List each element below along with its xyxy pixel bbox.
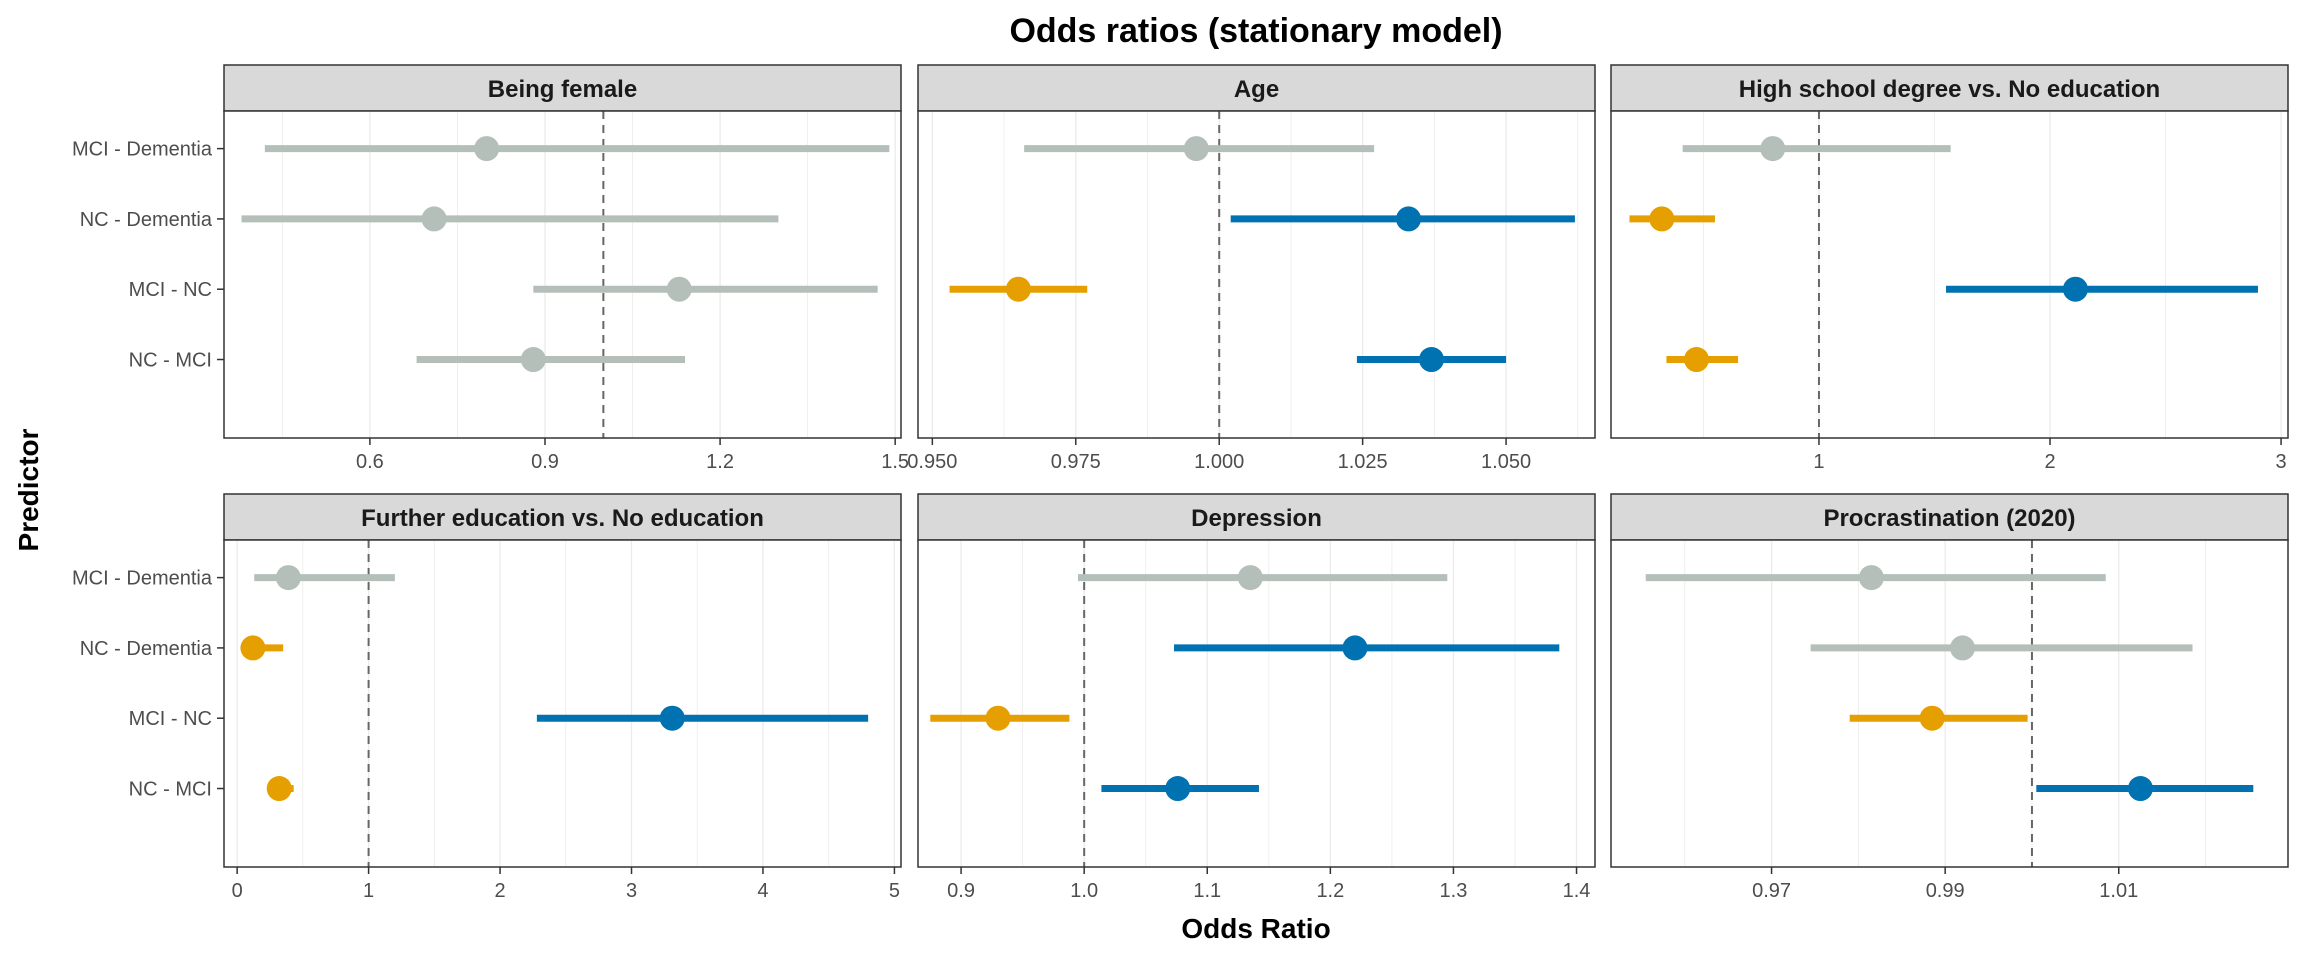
point-estimate: [474, 136, 500, 162]
panel: Being female 0.6 0.9 1.2 1.5 MCI - Dementia NC…: [72, 64, 909, 473]
point-estimate: [1683, 347, 1709, 373]
y-tick-label: NC - MCI: [129, 779, 212, 801]
y-tick-label: NC - MCI: [129, 350, 212, 372]
point-estimate: [275, 565, 301, 591]
panel-border: [223, 539, 902, 868]
point-estimate: [666, 276, 692, 302]
panel-strip: [1610, 493, 2289, 541]
point-estimate: [1237, 565, 1263, 591]
panel-strip-label: Further education vs. No education: [361, 505, 764, 532]
x-tick-label: 0.6: [356, 451, 384, 473]
x-tick-label: 1.4: [1563, 880, 1591, 902]
x-tick-label: 1.025: [1338, 451, 1388, 473]
panel-strip: [1610, 64, 2289, 112]
panel-border: [917, 110, 1596, 439]
point-estimate: [1418, 347, 1444, 373]
x-tick-label: 1: [363, 880, 374, 902]
x-tick-label: 4: [757, 880, 768, 902]
panel-border: [917, 539, 1596, 868]
y-axis-title: Predictor: [13, 428, 44, 551]
panel-background: [918, 111, 1595, 438]
x-tick-label: 1: [1813, 451, 1824, 473]
x-tick-label: 1.0: [1070, 880, 1098, 902]
x-tick-label: 0.9: [947, 880, 975, 902]
x-tick-label: 0.97: [1752, 880, 1791, 902]
panel-background: [224, 111, 901, 438]
panel: Procrastination (2020) 0.97 0.99 1.01: [1610, 493, 2289, 902]
point-estimate: [1342, 635, 1368, 661]
point-estimate: [659, 705, 685, 731]
x-tick-label: 0.99: [1926, 880, 1965, 902]
panel-strip: [223, 493, 902, 541]
point-estimate: [421, 206, 447, 232]
panel-background: [918, 540, 1595, 867]
point-estimate: [1760, 136, 1786, 162]
point-estimate: [1183, 136, 1209, 162]
x-tick-label: 0.950: [907, 451, 957, 473]
point-estimate: [1396, 206, 1422, 232]
x-tick-label: 1.01: [2099, 880, 2138, 902]
x-tick-label: 0.975: [1051, 451, 1101, 473]
y-tick-label: NC - Dementia: [80, 209, 213, 231]
panel-strip: [917, 493, 1596, 541]
chart-title: Odds ratios (stationary model): [1009, 12, 1502, 50]
point-estimate: [1858, 565, 1884, 591]
point-estimate: [1005, 276, 1031, 302]
x-tick-label: 0.9: [531, 451, 559, 473]
panel-strip: [223, 64, 902, 112]
x-tick-label: 3: [626, 880, 637, 902]
point-estimate: [1950, 635, 1976, 661]
point-estimate: [1165, 776, 1191, 802]
point-estimate: [1919, 705, 1945, 731]
y-tick-label: MCI - Dementia: [72, 568, 213, 590]
panel-border: [1610, 539, 2289, 868]
x-tick-label: 2: [494, 880, 505, 902]
panel-strip-label: High school degree vs. No education: [1739, 76, 2160, 103]
panel-background: [224, 540, 901, 867]
x-tick-label: 1.1: [1193, 880, 1221, 902]
point-estimate: [1649, 206, 1675, 232]
x-tick-label: 1.2: [1316, 880, 1344, 902]
panels-layer: Being female 0.6 0.9 1.2 1.5 MCI - Dementia NC…: [72, 64, 2289, 902]
x-tick-label: 5: [889, 880, 900, 902]
panel-background: [1611, 111, 2288, 438]
panel-background: [1611, 540, 2288, 867]
y-tick-label: MCI - NC: [129, 708, 212, 730]
x-tick-label: 1.5: [881, 451, 909, 473]
x-tick-label: 1.000: [1194, 451, 1244, 473]
y-tick-label: MCI - NC: [129, 279, 212, 301]
x-tick-label: 1.050: [1481, 451, 1531, 473]
panel-strip-label: Procrastination (2020): [1823, 505, 2075, 532]
point-estimate: [240, 635, 266, 661]
point-estimate: [2062, 276, 2088, 302]
y-tick-label: MCI - Dementia: [72, 139, 213, 161]
x-tick-label: 0: [232, 880, 243, 902]
x-tick-label: 3: [2276, 451, 2287, 473]
panel-strip-label: Depression: [1191, 505, 1322, 532]
x-tick-label: 1.3: [1440, 880, 1468, 902]
x-tick-label: 2: [2044, 451, 2055, 473]
point-estimate: [520, 347, 546, 373]
x-axis-title: Odds Ratio: [1181, 913, 1330, 944]
panel: Further education vs. No education 0 1 2 3 4 5…: [72, 493, 902, 902]
panel: High school degree vs. No education 1 2 3: [1610, 64, 2289, 473]
point-estimate: [266, 776, 292, 802]
x-tick-label: 1.2: [706, 451, 734, 473]
y-tick-label: NC - Dementia: [80, 638, 213, 660]
panel-strip-label: Being female: [488, 76, 637, 103]
panel: Depression 0.9 1.0 1.1 1.2 1.3 1.4: [917, 493, 1596, 902]
panel-border: [1610, 110, 2289, 439]
point-estimate: [985, 705, 1011, 731]
panel-strip-label: Age: [1234, 76, 1279, 103]
point-estimate: [2127, 776, 2153, 802]
panel: Age 0.950 0.975 1.000 1.025 1.050: [907, 64, 1596, 473]
panel-border: [223, 110, 902, 439]
